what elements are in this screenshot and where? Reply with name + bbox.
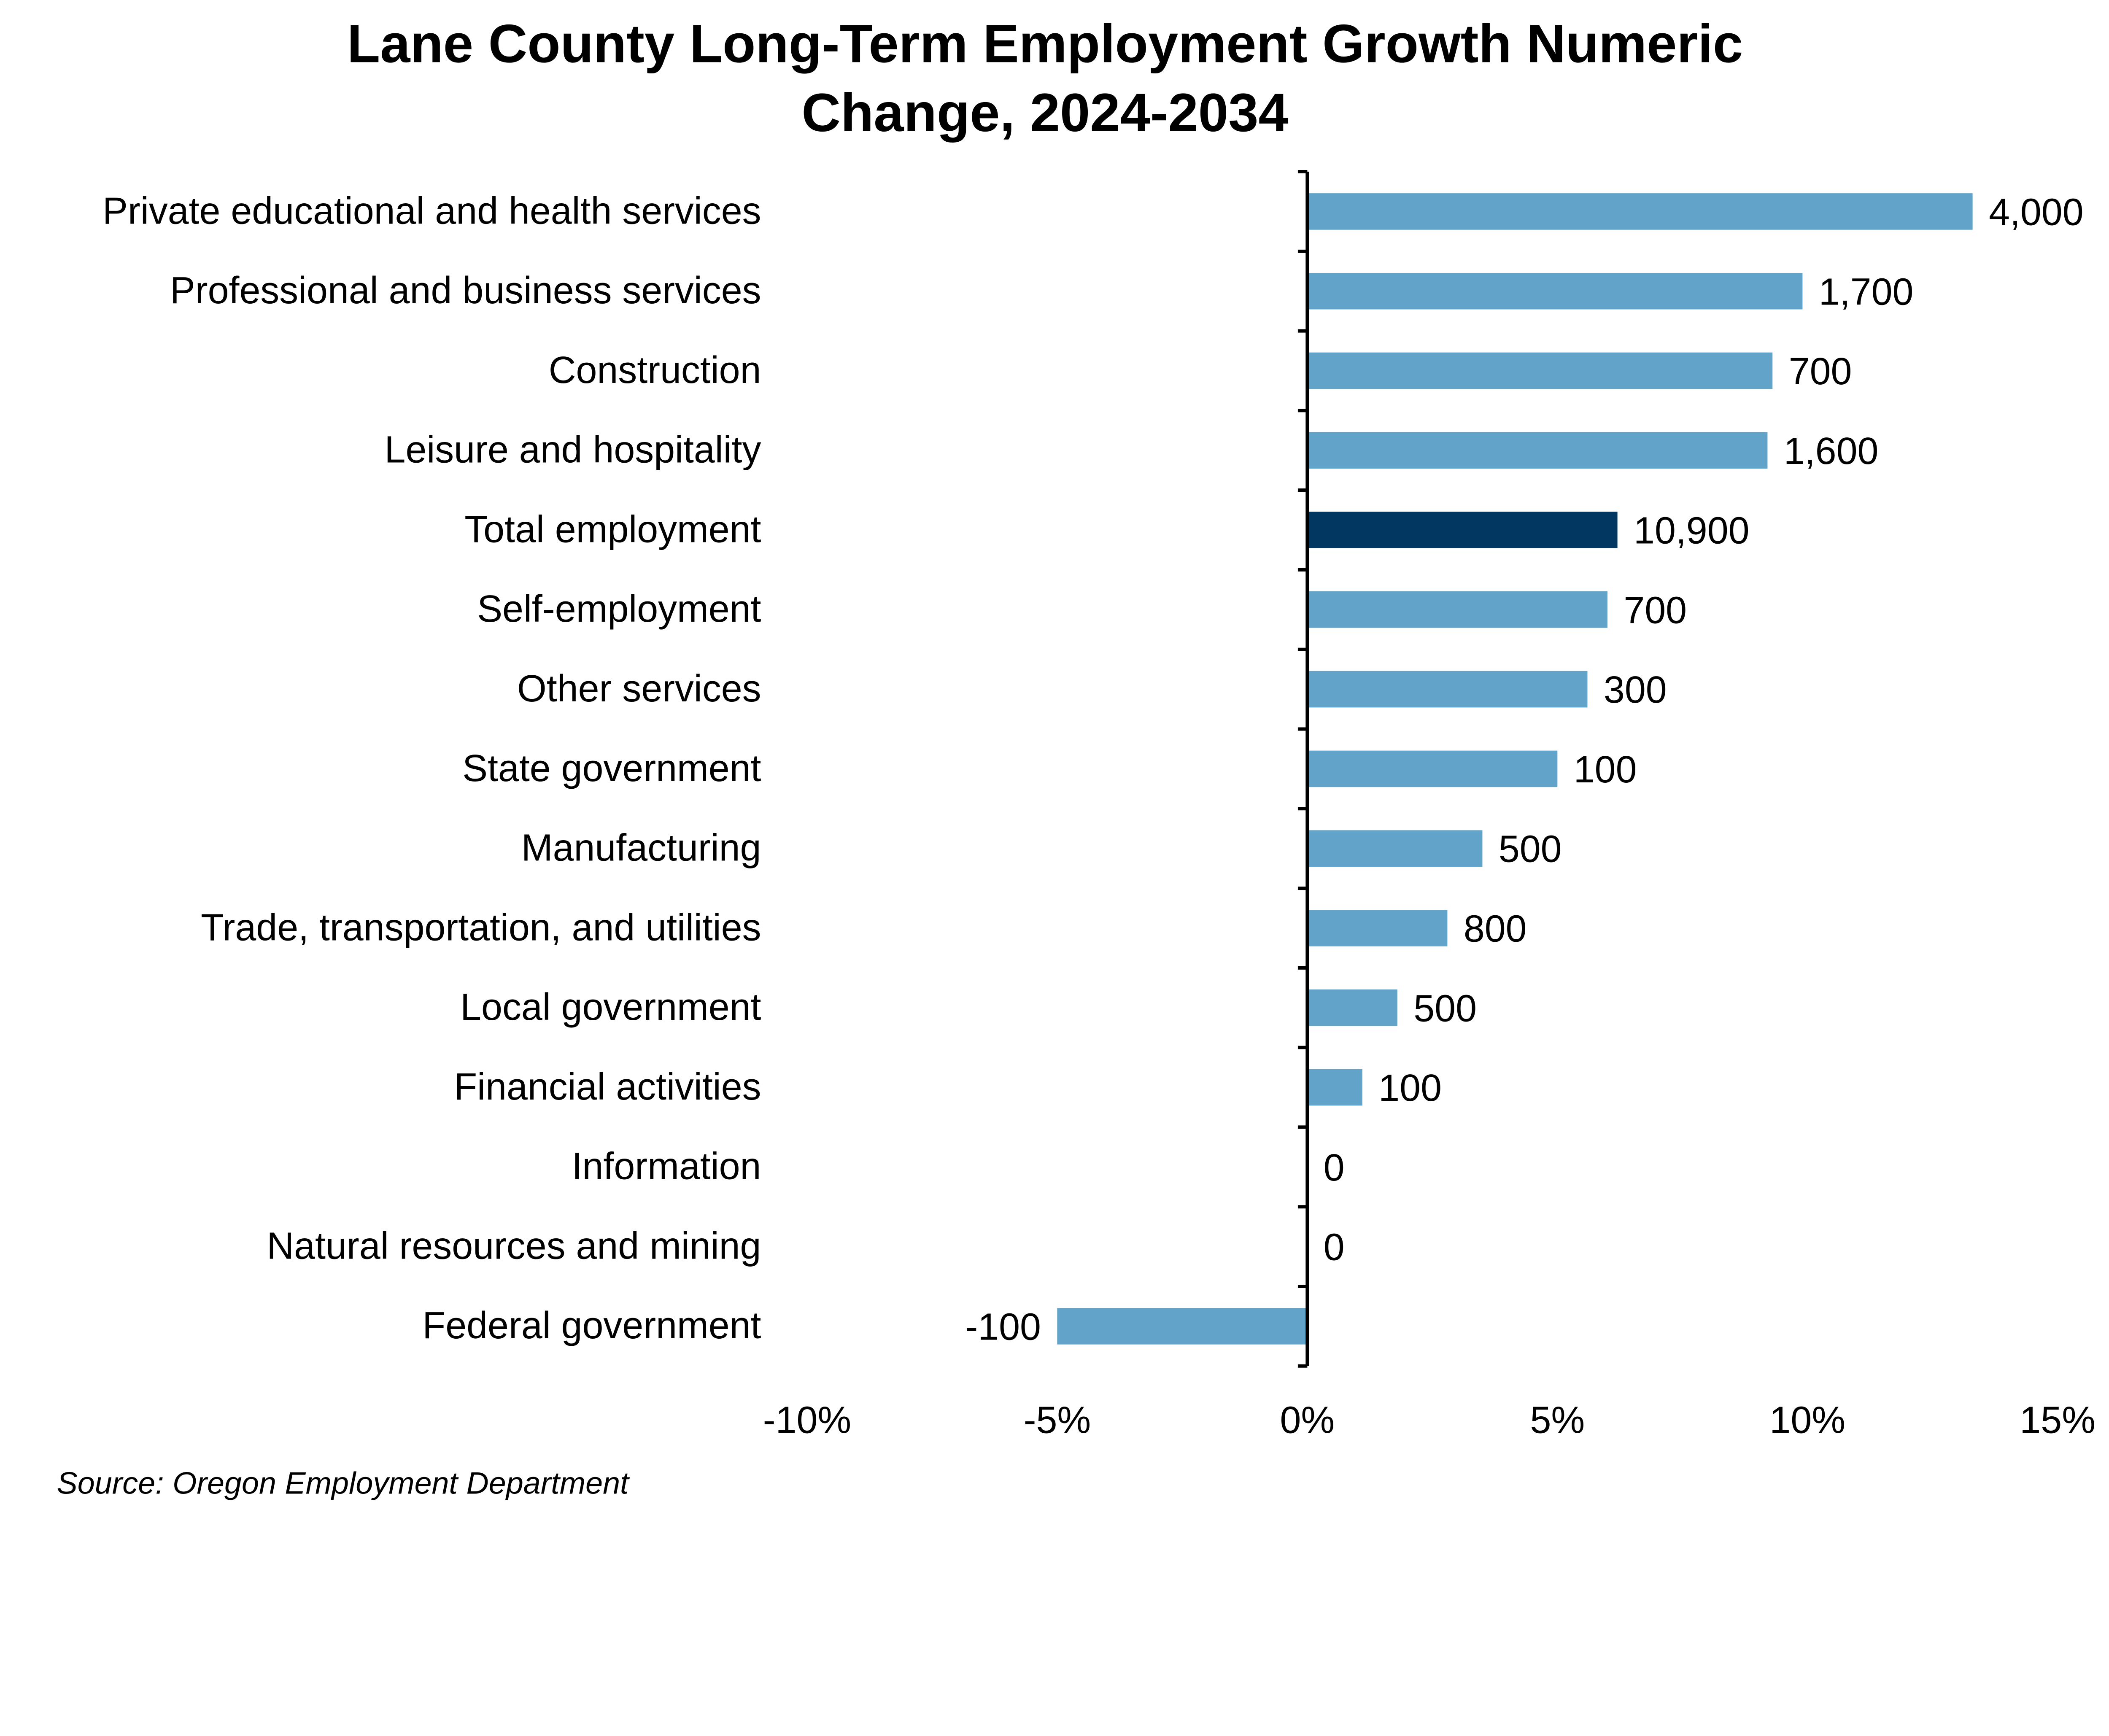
x-tick-label: 10%	[1769, 1399, 1845, 1441]
category-label: Natural resources and mining	[267, 1225, 761, 1267]
bar	[1307, 910, 1448, 946]
bar	[1307, 432, 1768, 469]
category-label: State government	[462, 747, 761, 790]
plot-area: Private educational and health services 4…	[102, 170, 2096, 1441]
category-label: Professional and business services	[170, 270, 761, 312]
bar	[1307, 512, 1618, 548]
category-label: Self-employment	[477, 588, 761, 630]
data-label: 700	[1624, 589, 1687, 631]
bar	[1307, 750, 1558, 787]
category-label: Trade, transportation, and utilities	[201, 906, 761, 949]
category-label: Information	[572, 1146, 761, 1188]
bar	[1307, 671, 1588, 708]
data-label: 300	[1604, 669, 1667, 711]
category-label: Private educational and health services	[102, 190, 761, 232]
data-label: 10,900	[1634, 510, 1749, 552]
x-tick-label: -10%	[763, 1399, 851, 1441]
category-label: Federal government	[422, 1305, 761, 1347]
data-label: 100	[1574, 749, 1637, 791]
x-tick-label: 15%	[2020, 1399, 2096, 1441]
category-label: Construction	[549, 349, 761, 391]
category-label: Other services	[517, 668, 761, 710]
category-label: Financial activities	[454, 1066, 761, 1108]
data-label: 0	[1324, 1147, 1345, 1189]
data-label: 500	[1499, 828, 1562, 871]
bar	[1057, 1308, 1308, 1345]
bar	[1307, 989, 1397, 1026]
data-label: 4,000	[1989, 191, 2084, 233]
bar	[1307, 352, 1773, 389]
bar	[1307, 1069, 1362, 1106]
data-label: 700	[1789, 350, 1852, 393]
chart-title-line-1: Lane County Long-Term Employment Growth …	[347, 13, 1743, 74]
category-label: Manufacturing	[521, 827, 761, 869]
bar-chart: Lane County Long-Term Employment Growth …	[57, 13, 2096, 1501]
data-label: 0	[1324, 1227, 1345, 1269]
data-label: -100	[965, 1306, 1041, 1348]
x-tick-label: -5%	[1024, 1399, 1091, 1441]
chart-title-line-2: Change, 2024-2034	[801, 83, 1288, 143]
x-tick-label: 5%	[1530, 1399, 1585, 1441]
data-label: 1,700	[1819, 271, 1914, 313]
category-label: Local government	[460, 986, 761, 1028]
data-label: 100	[1378, 1067, 1442, 1109]
source-note: Source: Oregon Employment Department	[57, 1466, 630, 1501]
category-label: Total employment	[464, 508, 761, 550]
bar	[1307, 830, 1483, 867]
data-label: 800	[1464, 908, 1527, 950]
category-label: Leisure and hospitality	[385, 429, 761, 471]
bar	[1307, 591, 1607, 628]
x-tick-label: 0%	[1280, 1399, 1335, 1441]
bar	[1307, 272, 1803, 310]
data-label: 1,600	[1784, 430, 1879, 472]
data-label: 500	[1413, 987, 1477, 1030]
bar	[1307, 193, 1973, 230]
